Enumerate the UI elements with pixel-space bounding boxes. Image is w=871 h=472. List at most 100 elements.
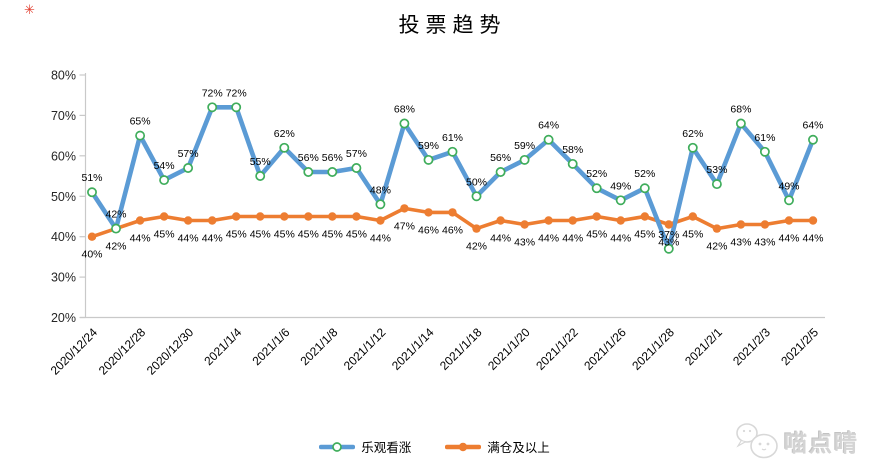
marker <box>543 134 554 145</box>
marker <box>784 195 794 206</box>
marker <box>207 102 218 113</box>
ytick-label: 20% <box>51 311 76 325</box>
marker <box>639 183 650 194</box>
data-label: 46% <box>418 224 439 236</box>
data-label: 45% <box>274 229 295 241</box>
data-label: 57% <box>346 148 367 160</box>
data-label: 43% <box>730 237 751 249</box>
marker <box>111 223 121 234</box>
data-label: 40% <box>81 249 102 261</box>
marker <box>423 154 434 165</box>
data-label: 58% <box>562 144 583 156</box>
marker <box>208 216 217 225</box>
ytick-label: 60% <box>51 149 76 163</box>
data-label: 44% <box>490 233 511 245</box>
marker <box>808 134 818 145</box>
data-label: 48% <box>370 184 391 196</box>
ytick-label: 50% <box>51 190 76 204</box>
marker <box>735 118 746 129</box>
chart-title: 投票趋势 <box>398 13 507 37</box>
ytick-label: 40% <box>51 230 76 244</box>
data-label: 55% <box>250 156 271 168</box>
marker <box>159 175 170 186</box>
data-label: 68% <box>394 104 415 116</box>
xtick-label: 2021/1/12 <box>341 325 389 373</box>
marker <box>280 212 289 221</box>
marker <box>256 212 265 221</box>
data-label: 59% <box>418 140 439 152</box>
marker <box>183 163 194 173</box>
marker <box>759 146 770 157</box>
data-label: 43% <box>754 237 775 249</box>
data-label: 56% <box>322 152 343 164</box>
ytick-label: 80% <box>51 69 76 83</box>
marker <box>328 212 337 221</box>
data-label: 65% <box>130 116 151 128</box>
xtick-label: 2021/1/22 <box>533 325 581 373</box>
marker <box>615 195 626 206</box>
marker <box>399 118 410 129</box>
marker <box>375 199 386 210</box>
marker <box>183 216 193 225</box>
blue-line-marker-icon <box>319 441 356 452</box>
marker <box>808 216 818 225</box>
data-label: 44% <box>202 233 223 245</box>
xtick-label: 2021/1/20 <box>485 325 533 373</box>
marker <box>760 220 770 229</box>
data-label: 42% <box>706 241 727 253</box>
data-label: 62% <box>274 128 295 140</box>
data-label: 50% <box>466 176 487 188</box>
data-label: 43% <box>658 237 679 249</box>
ytick-label: 30% <box>51 271 76 285</box>
data-label: 44% <box>538 233 559 245</box>
marker <box>663 243 674 254</box>
data-label: 45% <box>298 229 319 241</box>
marker <box>712 224 722 233</box>
data-label: 49% <box>778 180 799 192</box>
marker <box>351 163 362 173</box>
data-label: 56% <box>298 152 319 164</box>
marker <box>736 220 746 229</box>
marker <box>519 154 530 165</box>
marker <box>87 232 97 241</box>
data-label: 47% <box>394 220 415 232</box>
marker <box>496 216 505 225</box>
marker <box>687 142 698 153</box>
data-label: 72% <box>202 87 223 99</box>
xtick-label: 2020/12/24 <box>48 325 101 378</box>
xtick-label: 2021/1/18 <box>437 325 485 373</box>
data-label: 42% <box>105 209 126 221</box>
data-label: 45% <box>226 229 247 241</box>
data-label: 56% <box>490 152 511 164</box>
marker <box>472 224 481 233</box>
data-label: 51% <box>81 172 102 184</box>
xtick-label: 2020/12/28 <box>96 325 149 378</box>
marker <box>279 142 290 153</box>
xtick-label: 2021/1/8 <box>297 325 340 368</box>
marker <box>616 216 625 225</box>
marker <box>711 179 722 190</box>
data-label: 45% <box>346 229 367 241</box>
data-label: 62% <box>682 128 703 140</box>
legend-item-full-position: 满仓及以上 <box>445 437 550 456</box>
orange-line-marker-icon <box>445 442 482 451</box>
marker <box>255 171 266 181</box>
marker <box>471 191 482 202</box>
data-label: 37% <box>658 229 679 241</box>
legend-label: 满仓及以上 <box>487 441 550 455</box>
legend-label: 乐观看涨 <box>361 441 412 455</box>
xtick-label: 2021/1/14 <box>389 325 437 373</box>
watermark: 喵点晴 <box>734 420 859 462</box>
xtick-label: 2021/2/3 <box>730 325 773 368</box>
chart-plot: 20% 30% 40% 50% 60% 70% 80% 2020/12/242020/12/2… <box>48 69 825 378</box>
data-label: 54% <box>154 160 175 172</box>
data-label: 45% <box>682 229 703 241</box>
data-label: 45% <box>250 229 271 241</box>
marker <box>568 216 577 225</box>
red-asterisk-mark: ✳ <box>24 2 35 17</box>
xtick-label: 2021/1/4 <box>201 325 244 368</box>
data-label: 44% <box>178 233 199 245</box>
data-label: 44% <box>370 233 391 245</box>
data-label: 64% <box>538 120 559 132</box>
marker <box>448 208 457 217</box>
